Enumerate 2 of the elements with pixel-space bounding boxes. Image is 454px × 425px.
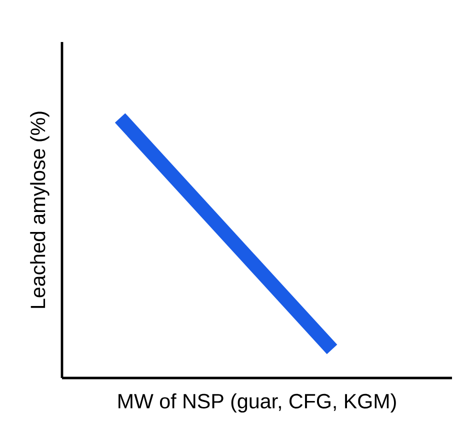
x-axis-title: MW of NSP (guar, CFG, KGM) xyxy=(118,393,396,413)
y-axis-title: Leached amylose (%) xyxy=(30,112,50,308)
